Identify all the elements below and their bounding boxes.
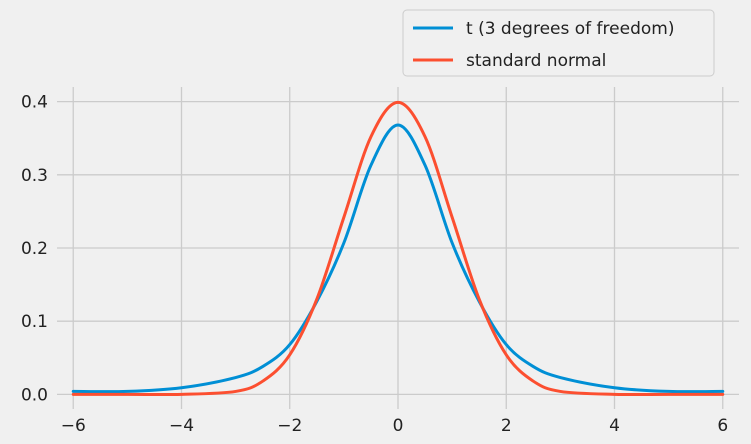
x-tick-label: −2 bbox=[277, 416, 302, 436]
x-tick-labels: −6 −4 −2 0 2 4 6 bbox=[61, 416, 728, 436]
grid bbox=[57, 87, 739, 409]
y-tick-label: 0.0 bbox=[21, 385, 48, 405]
y-tick-label: 0.4 bbox=[21, 93, 48, 113]
legend-label: standard normal bbox=[466, 51, 606, 71]
y-tick-label: 0.2 bbox=[21, 239, 48, 259]
legend-label: t (3 degrees of freedom) bbox=[466, 19, 674, 39]
y-tick-label: 0.1 bbox=[21, 312, 48, 332]
y-tick-labels: 0.0 0.1 0.2 0.3 0.4 bbox=[21, 93, 48, 406]
series-lines bbox=[71, 100, 725, 397]
series-line-t-dist bbox=[71, 123, 725, 394]
x-tick-label: 6 bbox=[717, 416, 728, 436]
x-tick-label: 4 bbox=[609, 416, 620, 436]
x-tick-label: −6 bbox=[61, 416, 86, 436]
legend-box bbox=[402, 9, 715, 77]
x-tick-label: −4 bbox=[169, 416, 194, 436]
legend: t (3 degrees of freedom) standard normal bbox=[402, 9, 715, 77]
y-tick-label: 0.3 bbox=[21, 166, 48, 186]
series-line-normal bbox=[71, 100, 725, 397]
x-tick-label: 2 bbox=[501, 416, 512, 436]
x-tick-label: 0 bbox=[393, 416, 404, 436]
